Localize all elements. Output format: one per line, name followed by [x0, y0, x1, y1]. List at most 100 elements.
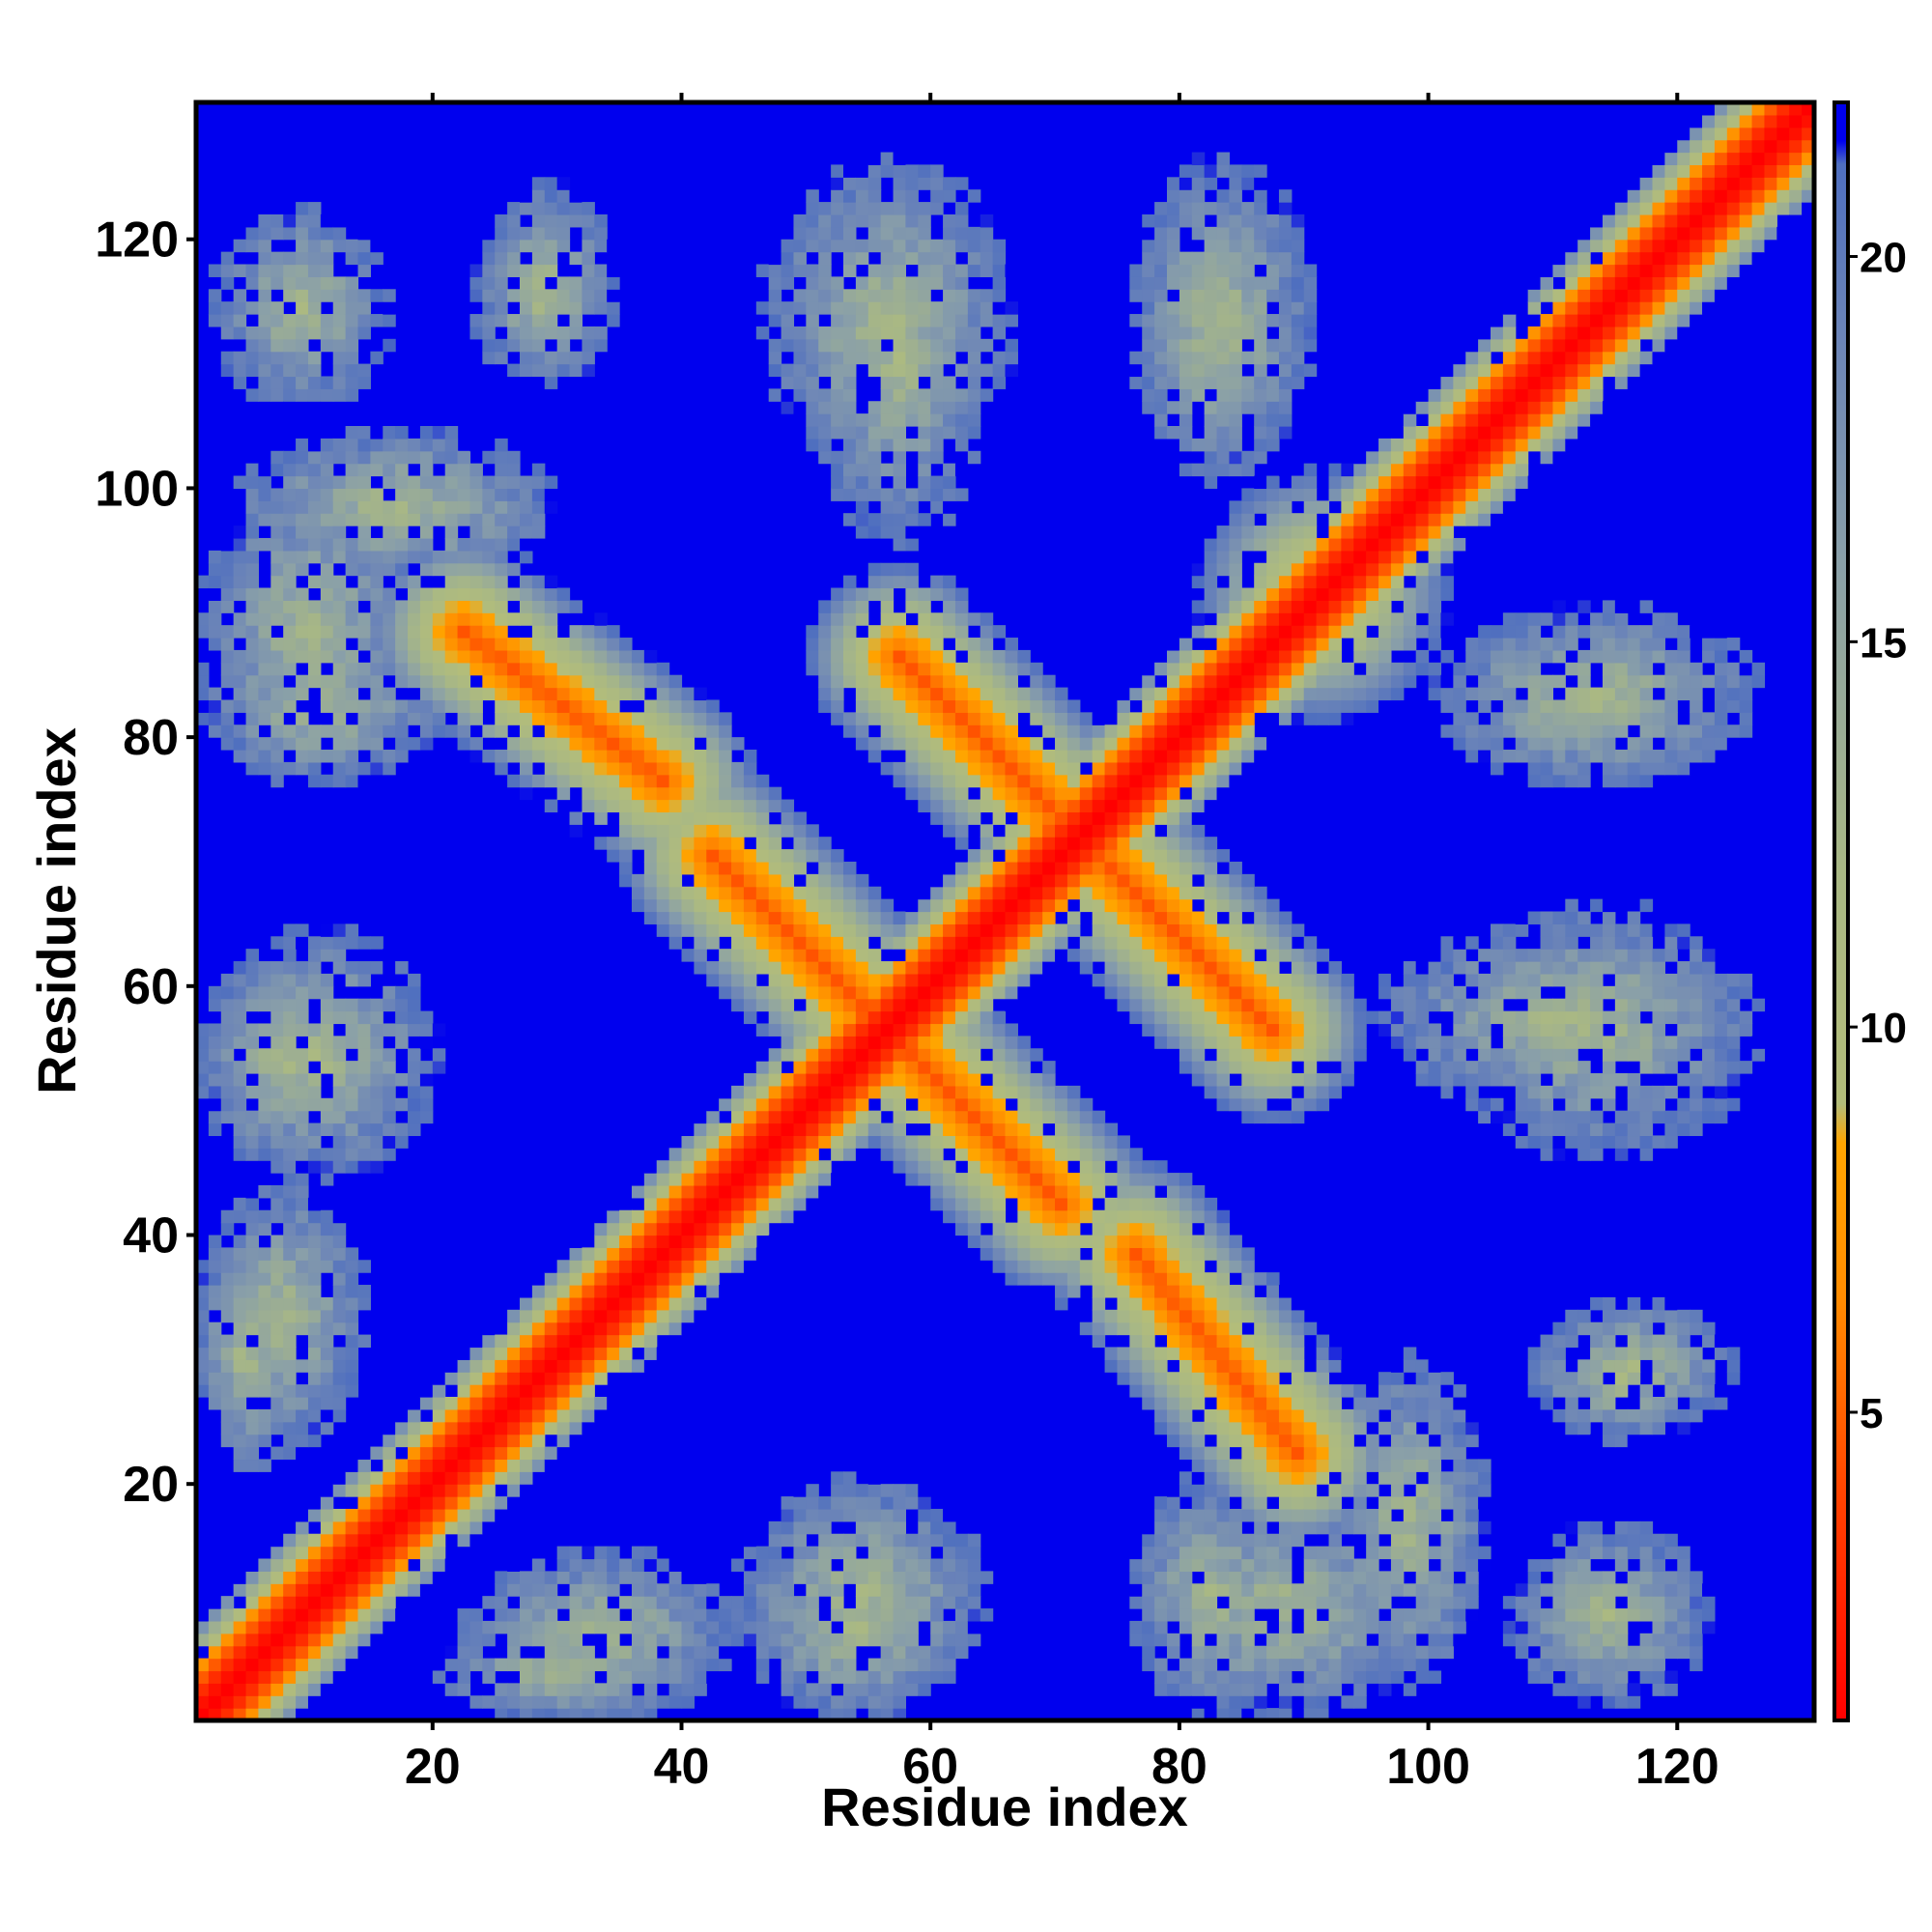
heatmap-cell — [383, 1122, 396, 1137]
heatmap-cell — [296, 550, 309, 564]
heatmap-cell — [270, 761, 284, 776]
heatmap-cell — [867, 949, 882, 962]
heatmap-cell — [245, 1148, 260, 1161]
heatmap-cell — [345, 649, 359, 664]
heatmap-cell — [544, 1421, 558, 1435]
heatmap-cell — [768, 1645, 782, 1660]
heatmap-cell — [743, 1620, 757, 1634]
heatmap-cell — [556, 1708, 571, 1721]
heatmap-cell — [893, 189, 907, 203]
heatmap-cell — [296, 351, 309, 365]
heatmap-cell — [544, 1408, 558, 1423]
heatmap-cell — [520, 1571, 533, 1584]
heatmap-cell — [345, 463, 359, 477]
heatmap-cell — [943, 750, 956, 763]
heatmap-cell — [1167, 750, 1180, 763]
heatmap-cell — [1005, 761, 1018, 776]
heatmap-cell — [395, 526, 409, 539]
heatmap-cell — [755, 886, 770, 900]
heatmap-cell — [457, 1471, 471, 1485]
heatmap-cell — [432, 724, 446, 738]
heatmap-cell — [818, 438, 832, 452]
heatmap-cell — [1154, 1160, 1168, 1174]
heatmap-cell — [1167, 1260, 1180, 1273]
heatmap-cell — [818, 1708, 832, 1721]
heatmap-cell — [806, 1645, 819, 1660]
heatmap-cell — [719, 1184, 732, 1199]
heatmap-cell — [631, 712, 645, 725]
heatmap-cell — [867, 177, 882, 190]
heatmap-cell — [582, 213, 595, 228]
heatmap-cell — [831, 326, 844, 340]
heatmap-cell — [954, 1558, 969, 1572]
heatmap-cell — [1142, 849, 1155, 863]
heatmap-cell — [531, 649, 546, 664]
heatmap-cell — [544, 712, 558, 725]
heatmap-cell — [943, 737, 956, 751]
heatmap-cell — [905, 500, 919, 514]
heatmap-cell — [258, 1683, 271, 1696]
heatmap-cell — [731, 1633, 745, 1647]
heatmap-cell — [831, 463, 844, 477]
heatmap-cell — [307, 638, 322, 651]
heatmap-cell — [408, 1097, 421, 1112]
heatmap-cell — [867, 911, 882, 924]
heatmap-cell — [781, 1533, 795, 1548]
heatmap-cell — [383, 475, 396, 490]
heatmap-cell — [656, 1184, 670, 1199]
heatmap-cell — [270, 1596, 284, 1609]
heatmap-cell — [233, 662, 247, 676]
heatmap-cell — [681, 1160, 695, 1174]
heatmap-cell — [258, 314, 271, 327]
heatmap-cell — [880, 923, 895, 937]
heatmap-cell — [1055, 1260, 1068, 1273]
heatmap-cell — [656, 724, 670, 738]
heatmap-cell — [743, 761, 757, 776]
heatmap-cell — [208, 587, 222, 601]
heatmap-cell — [332, 949, 347, 962]
heatmap-cell — [668, 1558, 683, 1572]
heatmap-cell — [768, 1596, 782, 1609]
heatmap-cell — [1167, 401, 1180, 414]
heatmap-cell — [332, 1397, 347, 1410]
heatmap-cell — [768, 923, 782, 937]
heatmap-cell — [482, 513, 496, 526]
heatmap-cell — [270, 1148, 284, 1161]
heatmap-cell — [296, 1023, 309, 1037]
heatmap-cell — [233, 1658, 247, 1672]
heatmap-cell — [245, 1670, 260, 1684]
heatmap-cell — [1154, 786, 1168, 801]
heatmap-cell — [208, 1683, 222, 1696]
heatmap-cell — [918, 276, 931, 290]
heatmap-cell — [781, 1048, 795, 1062]
heatmap-cell — [258, 687, 271, 701]
heatmap-cell — [556, 674, 571, 689]
heatmap-cell — [233, 1010, 247, 1025]
heatmap-cell — [419, 1459, 434, 1472]
heatmap-cell — [569, 600, 583, 613]
heatmap-cell — [370, 500, 384, 514]
heatmap-cell — [320, 1321, 334, 1336]
heatmap-cell — [943, 1620, 956, 1634]
heatmap-cell — [1129, 1321, 1143, 1336]
heatmap-cell — [755, 1097, 770, 1112]
heatmap-cell — [643, 886, 658, 900]
heatmap-cell — [967, 973, 981, 987]
heatmap-cell — [320, 1484, 334, 1497]
heatmap-cell — [843, 388, 857, 402]
heatmap-cell — [1092, 1235, 1106, 1248]
heatmap-cell — [843, 998, 857, 1012]
heatmap-cell — [283, 1608, 297, 1622]
heatmap-cell — [619, 824, 633, 838]
heatmap-cell — [320, 500, 334, 514]
heatmap-cell — [220, 251, 235, 266]
heatmap-cell — [992, 774, 1007, 788]
heatmap-cell — [1142, 301, 1155, 315]
heatmap-cell — [954, 1184, 969, 1199]
heatmap-cell — [332, 239, 347, 253]
heatmap-cell — [569, 189, 583, 203]
heatmap-cell — [258, 513, 271, 526]
heatmap-cell — [556, 363, 571, 378]
heatmap-cell — [495, 1446, 508, 1461]
heatmap-cell — [332, 1608, 347, 1622]
